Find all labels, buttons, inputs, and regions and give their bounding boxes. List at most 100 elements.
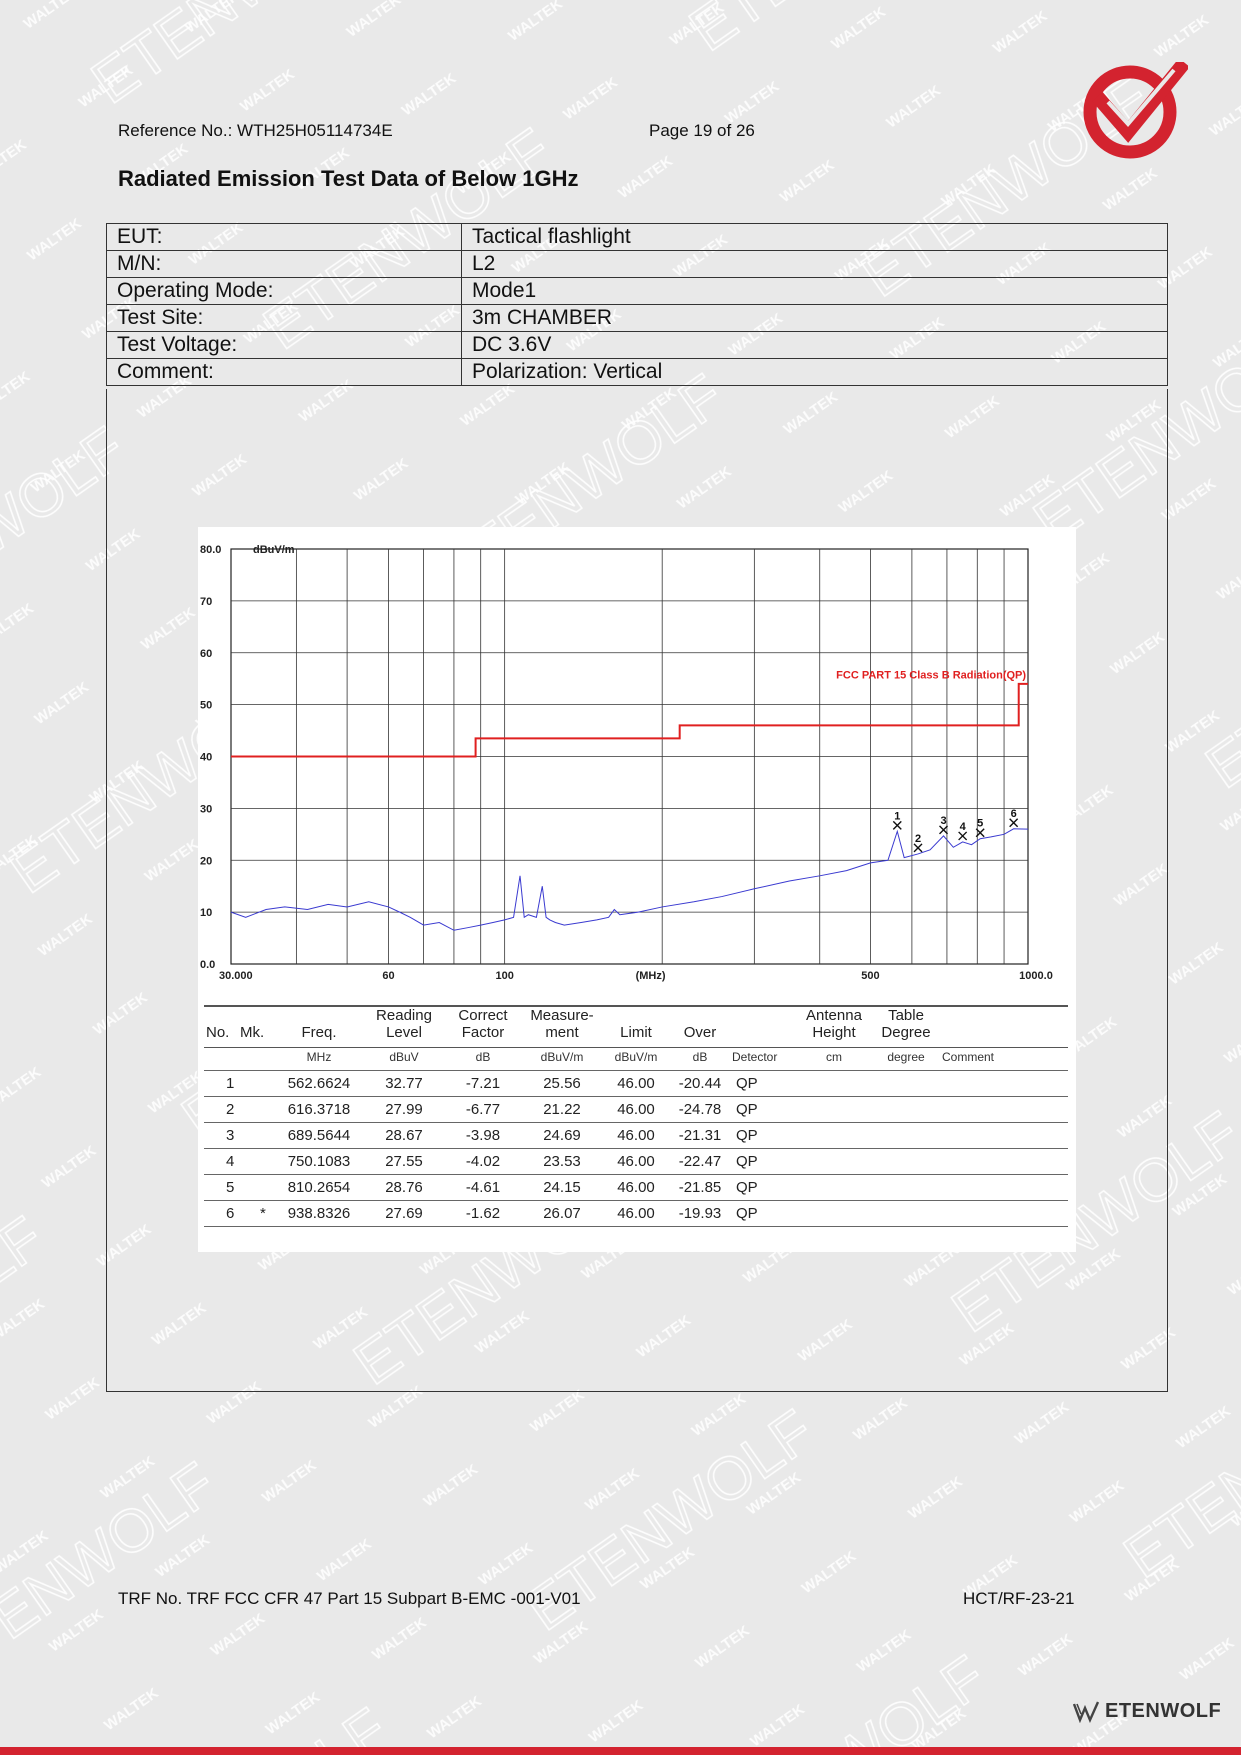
limit-label: FCC PART 15 Class B Radiation(QP) — [836, 670, 1026, 682]
y-tick-label: 0.0 — [200, 959, 215, 971]
emission-chart: 80.0 70 60 50 40 30 20 10 0.0 dBuV/m 30.000 60 100 50… — [200, 544, 1053, 982]
info-key: EUT: — [106, 223, 462, 251]
unit-cell: Detector — [732, 1047, 798, 1071]
y-tick-label: 50 — [200, 700, 212, 712]
table-cell — [238, 1122, 276, 1149]
unit-cell: MHz — [276, 1047, 362, 1071]
table-cell — [798, 1122, 870, 1149]
test-info-table: EUT: Tactical flashlight M/N: L2 Operating… — [106, 223, 1168, 386]
info-value: 3m CHAMBER — [461, 304, 1168, 332]
x-tick-label: 30.000 — [219, 970, 253, 982]
col-header-freq: Freq. — [276, 1005, 362, 1048]
table-cell: -1.62 — [446, 1200, 520, 1227]
document-code: HCT/RF-23-21 — [963, 1589, 1075, 1608]
table-row: 6 * 938.8326 27.69 -1.62 26.07 46.00 -19.93 QP — [204, 1200, 1068, 1227]
emission-data-table: No. Mk. Freq. Reading Level Correct Factor… — [204, 1005, 1068, 1227]
table-cell: 24.69 — [520, 1122, 604, 1149]
table-cell: QP — [732, 1096, 798, 1123]
table-cell — [942, 1200, 1068, 1227]
table-cell: 2 — [204, 1096, 238, 1123]
unit-cell: dB — [446, 1047, 520, 1071]
table-cell: -24.78 — [668, 1096, 732, 1123]
results-frame — [106, 389, 1168, 1392]
table-cell — [942, 1122, 1068, 1149]
footer-accent-bar — [0, 1747, 1241, 1755]
table-cell: 25.56 — [520, 1070, 604, 1097]
table-cell: 3 — [204, 1122, 238, 1149]
unit-cell: cm — [798, 1047, 870, 1071]
table-cell: -21.31 — [668, 1122, 732, 1149]
y-tick-label: 20 — [200, 855, 212, 867]
info-key: Test Voltage: — [106, 331, 462, 359]
table-cell: 28.76 — [362, 1174, 446, 1201]
table-cell — [238, 1096, 276, 1123]
table-row: 4 750.1083 27.55 -4.02 23.53 46.00 -22.47 QP — [204, 1148, 1068, 1175]
table-cell: 24.15 — [520, 1174, 604, 1201]
page-number: Page 19 of 26 — [649, 121, 755, 140]
unit-cell: dBuV — [362, 1047, 446, 1071]
table-cell: 23.53 — [520, 1148, 604, 1175]
y-axis-unit: dBuV/m — [253, 544, 295, 556]
info-row: EUT: Tactical flashlight — [106, 223, 1168, 251]
info-row: Operating Mode: Mode1 — [106, 277, 1168, 305]
x-tick-label: 60 — [382, 970, 394, 982]
table-cell: 46.00 — [604, 1174, 668, 1201]
info-value: L2 — [461, 250, 1168, 278]
peak-marker — [958, 831, 968, 841]
table-cell: 810.2654 — [276, 1174, 362, 1201]
page-title: Radiated Emission Test Data of Below 1GH… — [118, 166, 579, 191]
table-cell: 27.69 — [362, 1200, 446, 1227]
y-tick-label: 70 — [200, 596, 212, 608]
col-header-no: No. — [204, 1005, 238, 1048]
table-cell — [798, 1148, 870, 1175]
col-header-height: Antenna Height — [798, 1005, 870, 1048]
table-cell — [238, 1174, 276, 1201]
y-tick-label: 30 — [200, 803, 212, 815]
x-tick-label: 500 — [861, 970, 879, 982]
table-row: 3 689.5644 28.67 -3.98 24.69 46.00 -21.31 QP — [204, 1122, 1068, 1149]
table-row: 1 562.6624 32.77 -7.21 25.56 46.00 -20.44 QP — [204, 1070, 1068, 1097]
info-key: M/N: — [106, 250, 462, 278]
table-cell: 938.8326 — [276, 1200, 362, 1227]
table-cell: 27.99 — [362, 1096, 446, 1123]
brand-footer: ETENWOLF — [1073, 1700, 1221, 1723]
table-cell: QP — [732, 1200, 798, 1227]
x-tick-label: 1000.0 — [1019, 970, 1053, 982]
y-tick-label: 60 — [200, 648, 212, 660]
reference-number: Reference No.: WTH25H05114734E — [118, 121, 393, 140]
table-cell: QP — [732, 1148, 798, 1175]
table-cell — [238, 1148, 276, 1175]
peak-marker-label: 3 — [940, 815, 946, 827]
table-cell — [870, 1174, 942, 1201]
table-cell: 4 — [204, 1148, 238, 1175]
table-cell — [798, 1200, 870, 1227]
col-header-over: Over — [668, 1005, 732, 1048]
peak-marker-label: 6 — [1011, 808, 1017, 820]
table-cell: 616.3718 — [276, 1096, 362, 1123]
table-cell — [798, 1070, 870, 1097]
table-cell: QP — [732, 1174, 798, 1201]
table-cell: -21.85 — [668, 1174, 732, 1201]
unit-cell — [238, 1047, 276, 1071]
peak-marker — [913, 843, 923, 853]
company-logo — [1083, 62, 1188, 159]
table-cell: 46.00 — [604, 1148, 668, 1175]
table-cell — [870, 1096, 942, 1123]
info-value: Polarization: Vertical — [461, 358, 1168, 386]
table-cell: 27.55 — [362, 1148, 446, 1175]
col-header-measurement: Measure-ment — [520, 1005, 604, 1048]
col-header-degree: Table Degree — [870, 1005, 942, 1048]
info-value: Mode1 — [461, 277, 1168, 305]
table-cell — [942, 1148, 1068, 1175]
peak-marker — [975, 828, 985, 838]
unit-cell: dBuV/m — [604, 1047, 668, 1071]
info-key: Comment: — [106, 358, 462, 386]
table-cell: -4.02 — [446, 1148, 520, 1175]
info-row: Test Voltage: DC 3.6V — [106, 331, 1168, 359]
table-cell: -7.21 — [446, 1070, 520, 1097]
table-cell — [798, 1096, 870, 1123]
table-cell: 46.00 — [604, 1096, 668, 1123]
table-cell: -3.98 — [446, 1122, 520, 1149]
table-cell: QP — [732, 1122, 798, 1149]
table-cell — [870, 1122, 942, 1149]
